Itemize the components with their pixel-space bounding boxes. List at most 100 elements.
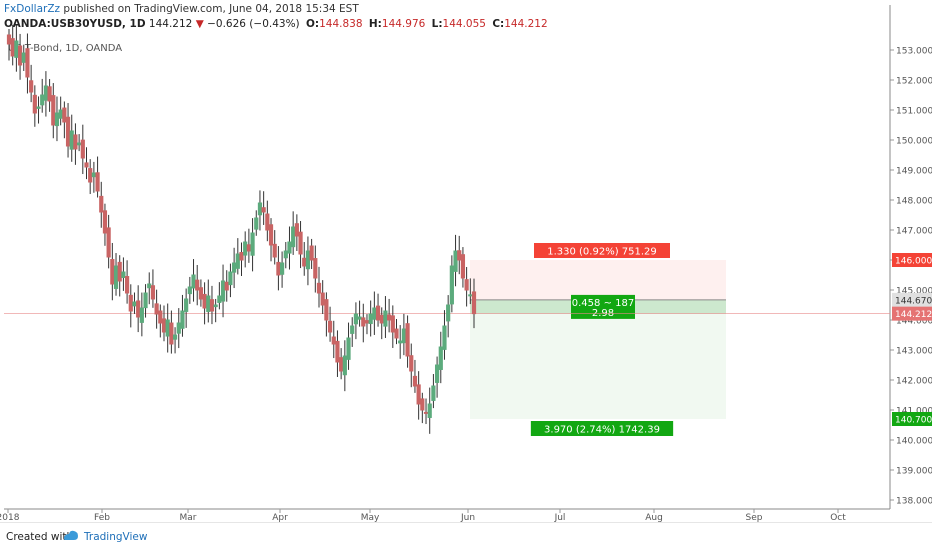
candle-body [368, 313, 373, 325]
candle [324, 292, 329, 337]
candle-body [69, 130, 74, 150]
candle [228, 263, 233, 298]
x-tick-label: Aug [645, 513, 663, 522]
x-axis: 2018 Feb Mar Apr May Jun Jul Aug Sep Oct [0, 508, 890, 522]
candle-body [235, 253, 240, 269]
candle [99, 181, 104, 228]
candle [291, 211, 296, 255]
y-tick-label: 148.000 [896, 197, 932, 207]
candle-body [446, 304, 451, 322]
candle-body [291, 226, 296, 248]
candle-body [73, 134, 78, 150]
price-chart[interactable]: 153.000 152.000 151.000 150.000 149.000 148.0… [0, 0, 932, 522]
x-tick-label: 2018 [0, 513, 20, 522]
candle-body [102, 210, 108, 234]
candle [294, 214, 299, 251]
candle [283, 242, 288, 269]
x-tick-label: Sep [746, 513, 763, 522]
candle-body [206, 295, 211, 312]
candle-body [335, 340, 340, 363]
x-tick-label: Apr [272, 513, 288, 522]
candle-body [17, 45, 23, 66]
x-tick-label: May [361, 513, 380, 522]
candle-body [128, 294, 133, 312]
candle-body [91, 172, 96, 178]
candle-body [176, 322, 181, 334]
candle-body [147, 283, 152, 289]
candle-body [468, 294, 473, 297]
candle [25, 33, 30, 94]
candle [224, 270, 229, 302]
close-label: C: [492, 18, 505, 30]
candle-body [191, 274, 196, 289]
candle-body [172, 334, 178, 340]
candle-body [113, 265, 119, 289]
candle [265, 200, 270, 242]
x-tick-label: Oct [830, 513, 846, 522]
candle-body [106, 227, 111, 258]
candle-body [298, 231, 303, 255]
candle [446, 295, 451, 338]
candle [106, 214, 111, 269]
candle-body [62, 107, 67, 123]
y-tick-label: 141.000 [896, 407, 932, 417]
y-tick-label: 150.000 [896, 137, 932, 147]
candle [235, 238, 240, 275]
target-price-tag: 146.000 [892, 253, 932, 267]
y-tick-label: 143.000 [896, 347, 932, 357]
candle-body [457, 250, 462, 261]
candle-body [305, 250, 311, 270]
candle-body [198, 287, 204, 300]
candle-body [187, 286, 192, 295]
candle-body [213, 304, 218, 308]
candle [261, 191, 266, 225]
candle [438, 331, 443, 384]
author-link[interactable]: FxDollarZz [4, 3, 61, 15]
candle [453, 234, 458, 287]
candle-body [257, 202, 263, 216]
candle-body [387, 314, 392, 321]
candle [409, 343, 414, 388]
candle [121, 257, 126, 291]
candle [139, 292, 144, 337]
last-price: 144.212 [148, 18, 193, 30]
candle-body [339, 357, 344, 372]
candle-body [165, 319, 170, 337]
candle [124, 260, 130, 304]
candle-body [464, 279, 469, 291]
candle-body [331, 336, 336, 345]
candle-body [51, 95, 56, 126]
candle-body [243, 241, 248, 256]
tradingview-logo-icon[interactable] [63, 529, 79, 543]
candle-body [320, 292, 325, 306]
tradingview-link[interactable]: TradingView [84, 531, 148, 543]
candle-body [420, 398, 425, 411]
candle-body [423, 411, 429, 414]
candle [169, 310, 174, 354]
candle-body [346, 337, 351, 360]
candle [471, 278, 477, 329]
candle [464, 267, 469, 307]
stop-price-tag-bg [892, 412, 932, 426]
candle-body [427, 403, 432, 418]
publish-line: FxDollarZz published on TradingView.com,… [4, 3, 359, 15]
candle [102, 203, 108, 246]
candle [84, 147, 89, 180]
published-text: published on TradingView.com, June 04, 2… [60, 3, 359, 15]
y-tick-label: 147.000 [896, 227, 932, 237]
candle [172, 327, 178, 354]
candle [420, 392, 425, 424]
candle-body [453, 250, 458, 272]
candle [346, 322, 351, 370]
current-price-tag-bg [892, 306, 932, 321]
candle [220, 264, 226, 318]
created-with-text: Created with [6, 531, 74, 543]
candle-body [217, 295, 222, 303]
candle-body [136, 300, 141, 318]
candle-body [261, 207, 266, 213]
candle [32, 85, 37, 127]
candle-body [254, 217, 259, 230]
candle [36, 96, 41, 124]
candle [279, 251, 285, 288]
